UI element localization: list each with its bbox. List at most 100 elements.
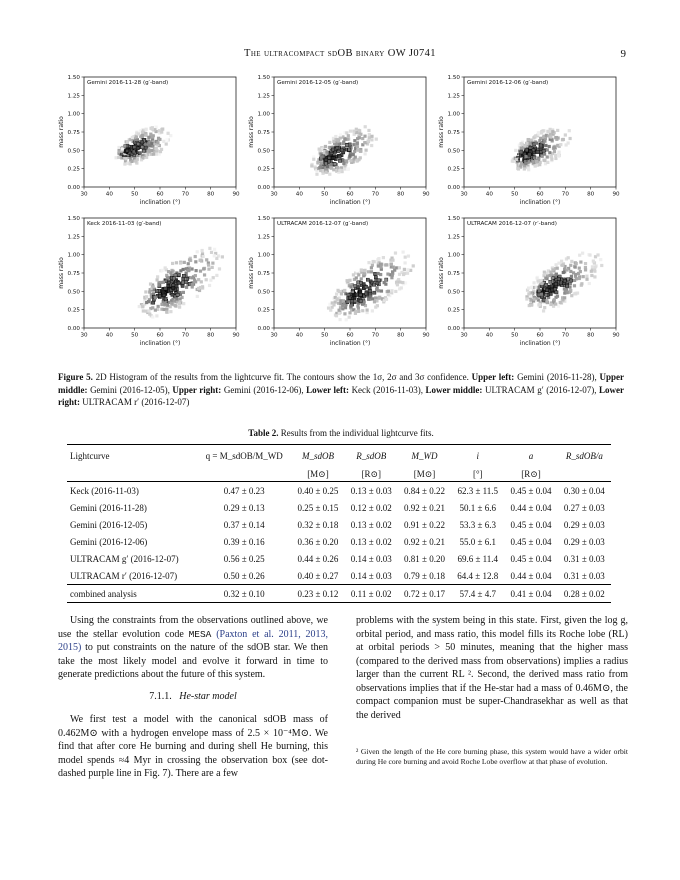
histogram-cell <box>165 303 170 307</box>
mesa-code: MESA <box>188 628 212 640</box>
histogram-cell <box>366 277 370 282</box>
table-cell: 62.3 ± 11.5 <box>457 485 499 496</box>
histogram-cell <box>543 139 547 143</box>
histogram-cell <box>549 270 553 274</box>
histogram-cell <box>332 303 336 307</box>
table-caption: Table 2. Results from the individual lig… <box>58 428 624 438</box>
histogram-cell <box>135 132 139 136</box>
histogram-cell <box>563 299 567 303</box>
histogram-cell <box>200 285 205 289</box>
caption-ll-label: Lower left: <box>306 384 350 395</box>
histogram-cell <box>317 153 321 157</box>
histogram-cell <box>561 263 565 267</box>
histogram-cell <box>351 273 356 277</box>
histogram-cell <box>563 268 567 272</box>
histogram-cell <box>369 295 373 299</box>
table-cell: 55.0 ± 6.1 <box>459 536 496 547</box>
histogram-cell <box>527 142 532 147</box>
histogram-cell <box>401 250 405 254</box>
x-axis-label: inclination (°) <box>140 199 181 206</box>
histogram-cell <box>198 285 203 290</box>
histogram-cell <box>327 145 331 150</box>
histogram-cell <box>329 308 333 312</box>
table-cell: 0.12 ± 0.02 <box>350 502 392 513</box>
histogram-cell <box>364 291 369 296</box>
x-tick-label: 80 <box>587 333 595 339</box>
histogram-cell <box>131 139 135 144</box>
histogram-cell <box>542 152 547 156</box>
table-cell: 0.40 ± 0.27 <box>297 570 339 581</box>
citation-link[interactable]: (Paxton et al. 2011, 2013, 2015) <box>58 628 329 654</box>
histogram-cell <box>552 298 556 302</box>
histogram-cell <box>519 150 524 155</box>
histogram-cell <box>350 160 354 164</box>
histogram-cell <box>331 136 336 141</box>
histogram-cell <box>576 271 581 276</box>
histogram-cell <box>343 137 347 141</box>
x-tick-label: 90 <box>612 333 620 339</box>
histogram-cell <box>366 270 371 274</box>
x-tick-label: 50 <box>511 192 519 198</box>
histogram-cell <box>165 310 169 314</box>
histogram-cell <box>591 259 595 263</box>
histogram-cell <box>361 282 366 286</box>
histogram-cell <box>160 130 164 134</box>
histogram-cell <box>377 260 381 264</box>
histogram-cell <box>400 270 404 275</box>
histogram-cell <box>347 315 351 319</box>
histogram-cell <box>375 281 380 286</box>
histogram-cell <box>146 148 151 152</box>
histogram-cell <box>354 309 358 314</box>
histogram-cell <box>519 142 523 146</box>
table-cell: 0.28 ± 0.02 <box>557 584 611 603</box>
histogram-cell <box>207 267 211 271</box>
histogram-cell <box>352 293 356 298</box>
histogram-cell <box>563 133 567 137</box>
histogram-cell <box>529 298 533 302</box>
histogram-cell <box>325 150 329 154</box>
histogram-cell <box>557 144 561 148</box>
histogram-cell <box>538 160 542 164</box>
histogram-cell <box>143 295 147 299</box>
histogram-cell <box>337 308 341 312</box>
histogram-cell <box>536 292 541 297</box>
histogram-cell <box>346 167 350 171</box>
histogram-cell <box>382 280 386 285</box>
histogram-cell <box>370 138 374 142</box>
histogram-cell <box>397 266 401 270</box>
histogram-cell <box>373 272 377 276</box>
table-cell: 0.44 ± 0.04 <box>510 502 552 513</box>
table-header-cell: R_sdOB/a <box>557 444 611 467</box>
table-cell: 0.45 ± 0.04 <box>510 536 552 547</box>
y-tick-label: 1.50 <box>68 216 81 222</box>
histogram-cell <box>319 152 323 156</box>
histogram-cell <box>318 149 323 153</box>
histogram-cell <box>406 254 411 258</box>
histogram-cell <box>148 312 152 316</box>
histogram-cell <box>187 276 191 280</box>
y-tick-label: 1.50 <box>258 216 271 222</box>
y-tick-label: 1.00 <box>68 112 81 118</box>
histogram-cell <box>357 273 361 277</box>
histogram-cell <box>355 145 360 149</box>
histogram-cell <box>367 297 371 301</box>
table-row: Gemini (2016-12-05) 0.37 ± 0.14 0.32 ± 0.1… <box>67 516 611 533</box>
histogram-cell <box>548 127 552 131</box>
histogram-cell <box>150 152 154 156</box>
caption-lr: ULTRACAM r′ (2016-12-07) <box>82 397 190 407</box>
histogram-cell <box>593 265 597 269</box>
histogram-cell <box>344 303 348 307</box>
table-cell: 0.36 ± 0.20 <box>297 536 339 547</box>
histogram-cell <box>516 167 521 171</box>
histogram-cell <box>368 289 373 294</box>
histogram-cell <box>172 276 176 281</box>
histogram-cell <box>329 162 333 167</box>
histogram-cell <box>401 280 405 285</box>
histogram-cell <box>212 247 217 251</box>
histogram-cell <box>384 263 389 267</box>
histogram-cell <box>390 270 395 274</box>
histogram-cell <box>356 271 360 275</box>
histogram-cell <box>353 139 357 143</box>
histogram-cell <box>381 256 385 260</box>
histogram-cell <box>161 280 166 284</box>
